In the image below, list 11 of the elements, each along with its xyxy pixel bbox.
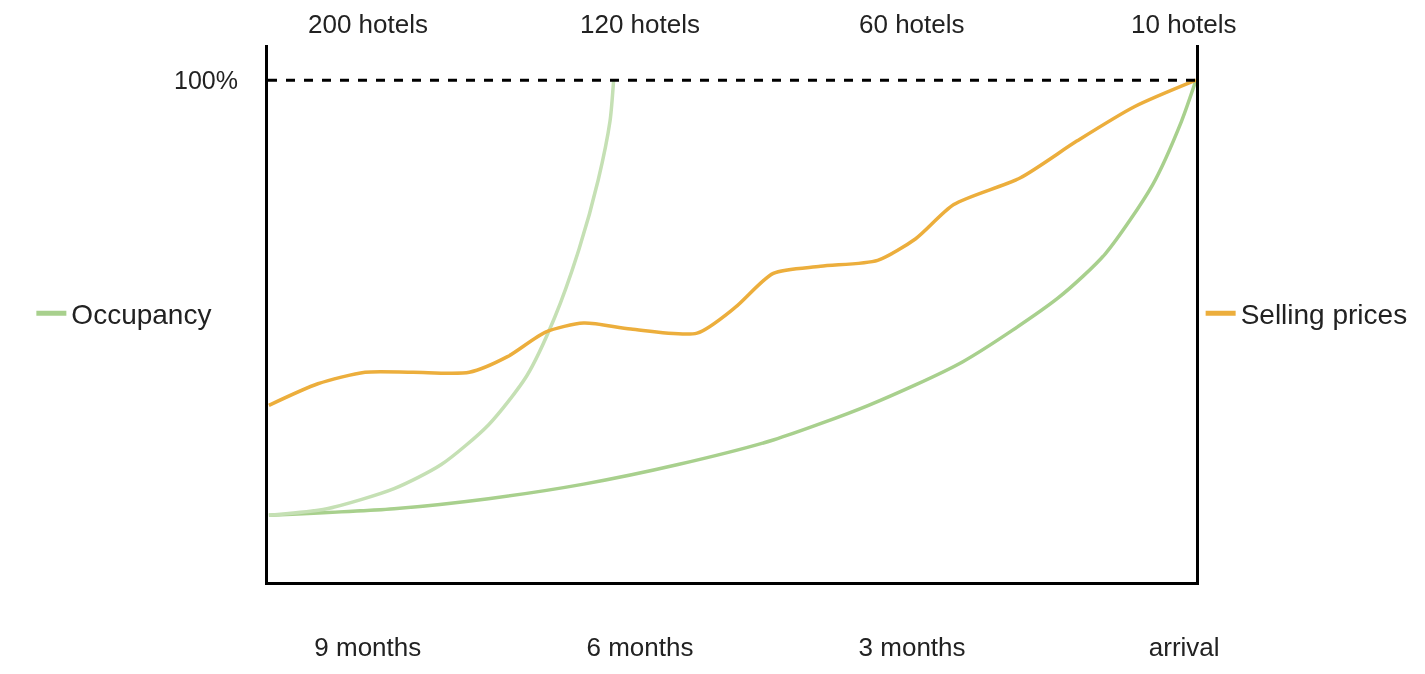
- ref-line-label: 100%: [174, 66, 238, 94]
- text: 120 hotels: [580, 9, 700, 39]
- x-tick-label: 6 months: [586, 632, 694, 663]
- x-tick-label: 3 months: [858, 632, 966, 663]
- text: 60 hotels: [859, 9, 965, 39]
- legend-label: Occupancy: [71, 299, 212, 331]
- legend-label: Selling prices: [1240, 299, 1408, 331]
- text: 10 hotels: [1131, 9, 1237, 39]
- x-tick-label: 9 months: [314, 632, 422, 663]
- x-tick-label: arrival: [1148, 632, 1220, 663]
- text: 200 hotels: [308, 9, 428, 39]
